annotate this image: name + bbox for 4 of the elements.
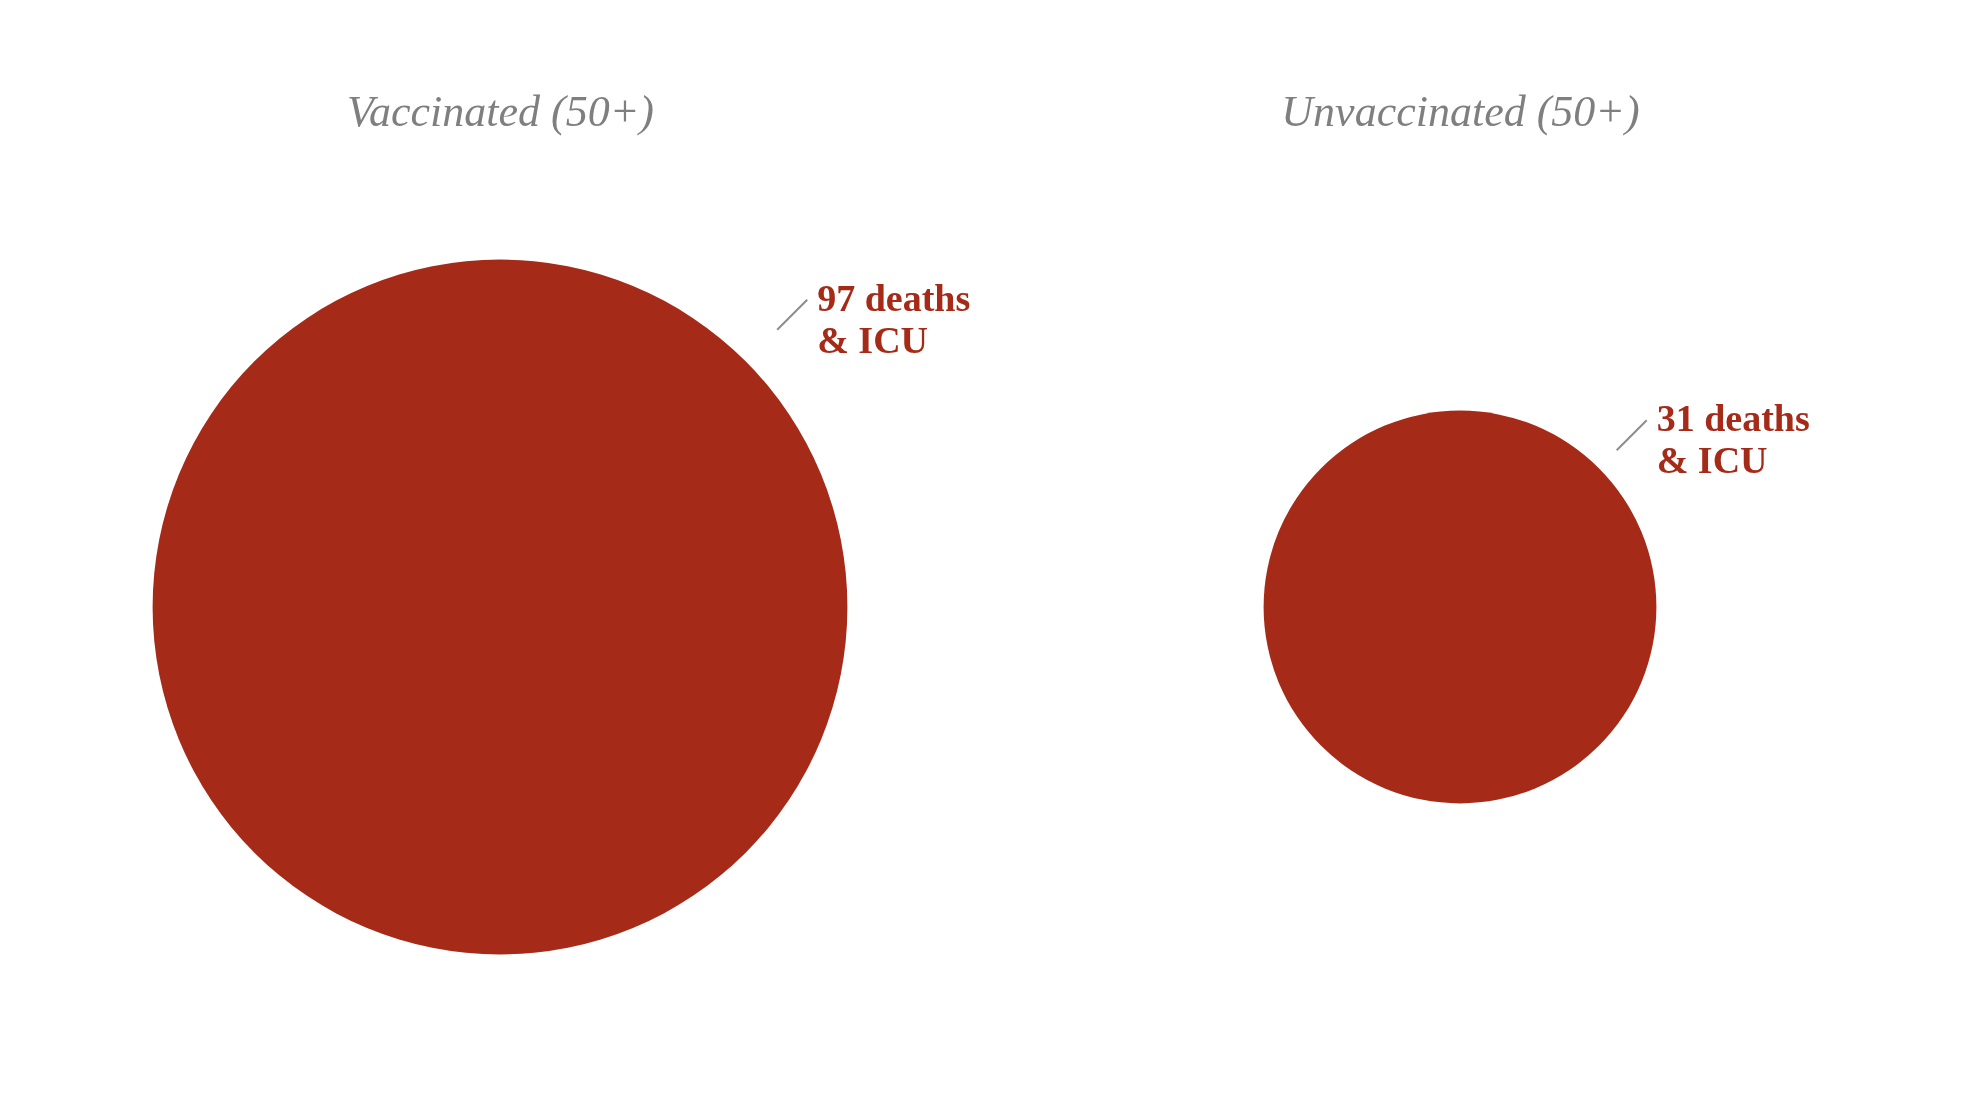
category-label: Vaccinated (50+) (346, 86, 655, 136)
category-label: Unvaccinated (50+) (1281, 86, 1640, 136)
data-label: 97 deaths & ICU (817, 276, 971, 361)
data-label: 31 deaths & ICU (1656, 397, 1810, 482)
